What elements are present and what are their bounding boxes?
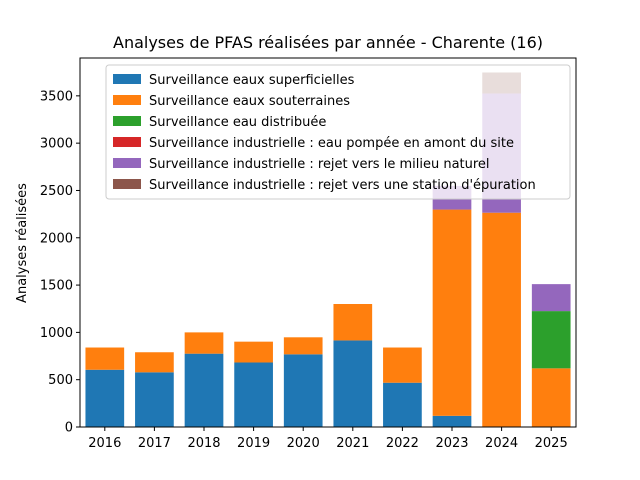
legend-box	[105, 64, 571, 200]
legend-swatch-1	[113, 95, 141, 105]
bar-2025-series-4	[531, 284, 571, 312]
bar-2025-series-2	[531, 311, 571, 369]
bar-2022-series-1	[383, 347, 422, 383]
bar-2019-series-1	[234, 341, 273, 363]
bar-2020-series-0	[283, 354, 323, 427]
x-tick-label: 2020	[287, 436, 320, 451]
bar-2024-series-1	[482, 212, 521, 427]
y-axis-label: Analyses réalisées	[15, 183, 30, 303]
legend-swatch-2	[113, 116, 141, 126]
bar-2020-series-1	[283, 337, 323, 355]
bar-2022-series-0	[383, 382, 422, 427]
y-tick-label: 3000	[40, 137, 73, 152]
y-tick-label: 0	[65, 421, 73, 436]
legend-label-4: Surveillance industrielle : rejet vers l…	[149, 157, 490, 172]
legend-label-1: Surveillance eaux souterraines	[149, 94, 350, 109]
legend-label-0: Surveillance eaux superficielles	[149, 73, 355, 88]
bar-2025-series-1	[531, 368, 571, 427]
x-tick-label: 2016	[88, 436, 121, 451]
plot-frame	[79, 57, 577, 428]
x-tick-label: 2018	[187, 436, 220, 451]
bar-2021-series-0	[333, 340, 373, 427]
bar-2017-series-0	[135, 372, 174, 427]
legend-swatch-3	[113, 137, 141, 147]
chart-title: Analyses de PFAS réalisées par année - C…	[113, 33, 543, 52]
y-tick-label: 2500	[40, 184, 73, 199]
x-tick-label: 2021	[336, 436, 369, 451]
bar-2018-series-1	[184, 332, 224, 354]
x-tick-label: 2019	[237, 436, 270, 451]
x-tick-label: 2017	[138, 436, 171, 451]
legend-label-3: Surveillance industrielle : eau pompée e…	[149, 136, 514, 151]
bar-2016-series-1	[85, 347, 125, 370]
axes-group: 0 500 1000 1500 2000 2500 3000 3500 2016 2017 2018…	[40, 57, 577, 451]
bar-2016-series-0	[85, 369, 125, 427]
bar-2019-series-0	[234, 362, 273, 427]
x-tick-label: 2024	[485, 436, 518, 451]
bar-2021-series-1	[333, 304, 373, 341]
legend-swatch-5	[113, 179, 141, 189]
bar-2023-series-1	[432, 209, 472, 416]
legend-swatch-4	[113, 158, 141, 168]
x-tick-label: 2023	[435, 436, 468, 451]
bar-2018-series-0	[184, 353, 224, 427]
bar-2023-series-0	[432, 415, 472, 427]
y-tick-label: 1000	[40, 326, 73, 341]
legend-swatch-0	[113, 74, 141, 84]
y-tick-label: 500	[48, 373, 73, 388]
y-tick-label: 3500	[40, 89, 73, 104]
legend: Surveillance eaux superficielles Surveill…	[105, 64, 571, 200]
bar-2017-series-1	[135, 352, 174, 373]
y-tick-label: 2000	[40, 231, 73, 246]
legend-label-5: Surveillance industrielle : rejet vers u…	[149, 178, 536, 193]
x-tick-label: 2025	[535, 436, 568, 451]
legend-label-2: Surveillance eau distribuée	[149, 115, 326, 130]
x-tick-label: 2022	[386, 436, 419, 451]
y-tick-label: 1500	[40, 279, 73, 294]
